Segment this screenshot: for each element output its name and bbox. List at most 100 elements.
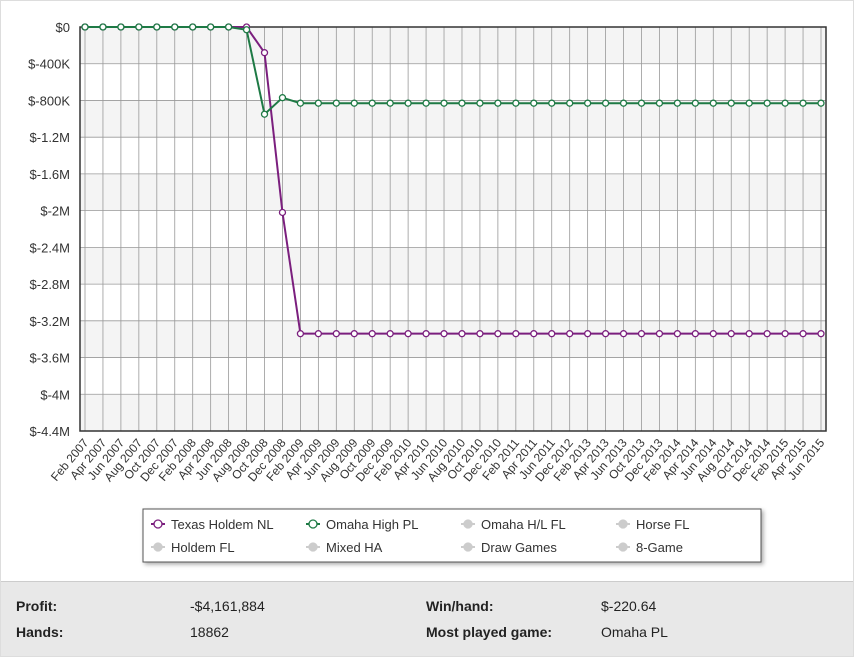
legend-item[interactable]: Omaha High PL xyxy=(306,517,419,532)
point-marker xyxy=(135,23,143,31)
legend-label: Texas Holdem NL xyxy=(171,517,274,532)
legend-item[interactable]: Texas Holdem NL xyxy=(151,517,274,532)
point-marker xyxy=(368,330,376,338)
point-marker xyxy=(548,99,556,107)
point-marker xyxy=(440,330,448,338)
legend-label: 8-Game xyxy=(636,540,683,555)
point-marker xyxy=(763,330,771,338)
plot-band xyxy=(80,394,826,431)
point-marker xyxy=(691,330,699,338)
point-marker xyxy=(81,23,89,31)
legend-item[interactable]: Mixed HA xyxy=(306,540,383,555)
point-marker xyxy=(386,330,394,338)
point-marker xyxy=(566,99,574,107)
legend-item[interactable]: Horse FL xyxy=(616,517,689,532)
plot-band xyxy=(80,247,826,285)
point-marker xyxy=(296,330,305,338)
legend-marker xyxy=(463,542,473,552)
point-marker xyxy=(637,99,646,107)
legend-label: Holdem FL xyxy=(171,540,235,555)
y-tick-label: $0 xyxy=(56,20,70,35)
point-marker xyxy=(673,99,682,107)
point-marker xyxy=(727,99,735,107)
point-marker xyxy=(817,99,825,107)
point-marker xyxy=(440,99,448,107)
legend-item[interactable]: Draw Games xyxy=(461,540,557,555)
legend-label: Omaha H/L FL xyxy=(481,517,566,532)
point-marker xyxy=(260,110,269,118)
stat-label: Profit: xyxy=(16,598,58,614)
stat-value: $-220.64 xyxy=(601,598,657,614)
point-marker xyxy=(637,330,646,338)
point-marker xyxy=(781,99,789,107)
legend-item[interactable]: Omaha H/L FL xyxy=(461,517,566,532)
point-marker xyxy=(422,330,430,338)
stat-label: Win/hand: xyxy=(426,598,494,614)
point-marker xyxy=(763,99,771,107)
point-marker xyxy=(799,330,807,338)
plot-band xyxy=(80,27,826,64)
point-marker xyxy=(512,330,520,338)
point-marker xyxy=(583,330,592,338)
point-marker xyxy=(619,330,628,338)
point-marker xyxy=(745,99,753,107)
point-marker xyxy=(458,99,466,107)
stats-panel: Profit: -$4,161,884 Win/hand: $-220.64 Hands… xyxy=(1,581,853,656)
point-marker xyxy=(476,99,484,107)
point-marker xyxy=(386,99,394,107)
point-marker xyxy=(224,23,233,31)
y-tick-label: $-2.8M xyxy=(30,277,70,292)
point-marker xyxy=(117,23,125,31)
point-marker xyxy=(494,99,502,107)
legend-box xyxy=(142,508,762,563)
point-marker xyxy=(368,99,376,107)
stat-label: Hands: xyxy=(16,624,64,640)
legend-label: Mixed HA xyxy=(326,540,383,555)
point-marker xyxy=(278,94,287,102)
point-marker xyxy=(745,330,753,338)
y-tick-label: $-800K xyxy=(28,93,70,108)
point-marker xyxy=(153,23,161,31)
legend-marker xyxy=(308,542,318,552)
point-marker xyxy=(548,330,556,338)
y-tick-label: $-1.2M xyxy=(30,130,70,145)
point-marker xyxy=(476,330,484,338)
point-marker xyxy=(691,99,699,107)
plot-band xyxy=(80,320,826,358)
point-marker xyxy=(242,26,251,34)
stat-value: Omaha PL xyxy=(601,624,668,640)
y-tick-label: $-1.6M xyxy=(30,167,70,182)
y-tick-label: $-400K xyxy=(28,57,70,72)
point-marker xyxy=(404,330,412,338)
point-marker xyxy=(601,330,610,338)
legend-marker xyxy=(153,542,163,552)
point-marker xyxy=(619,99,628,107)
y-tick-label: $-2.4M xyxy=(30,240,70,255)
legend-label: Horse FL xyxy=(636,517,689,532)
point-marker xyxy=(512,99,520,107)
point-marker xyxy=(566,330,574,338)
y-tick-label: $-4M xyxy=(40,387,70,402)
plot-border xyxy=(79,26,827,432)
point-marker xyxy=(332,330,340,338)
legend-item[interactable]: Holdem FL xyxy=(151,540,235,555)
point-marker xyxy=(422,99,430,107)
point-marker xyxy=(314,330,323,338)
legend-marker xyxy=(308,519,318,529)
legend-label: Omaha High PL xyxy=(326,517,419,532)
stat-label: Most played game: xyxy=(426,624,553,640)
stat-value: 18862 xyxy=(190,624,229,640)
plot-band xyxy=(80,173,826,211)
point-marker xyxy=(458,330,466,338)
point-marker xyxy=(709,99,717,107)
point-marker xyxy=(296,99,305,107)
point-marker xyxy=(673,330,682,338)
point-marker xyxy=(260,49,269,57)
point-marker xyxy=(314,99,323,107)
point-marker xyxy=(655,99,664,107)
legend-item[interactable]: 8-Game xyxy=(616,540,683,555)
point-marker xyxy=(189,23,197,31)
point-marker xyxy=(207,23,215,31)
